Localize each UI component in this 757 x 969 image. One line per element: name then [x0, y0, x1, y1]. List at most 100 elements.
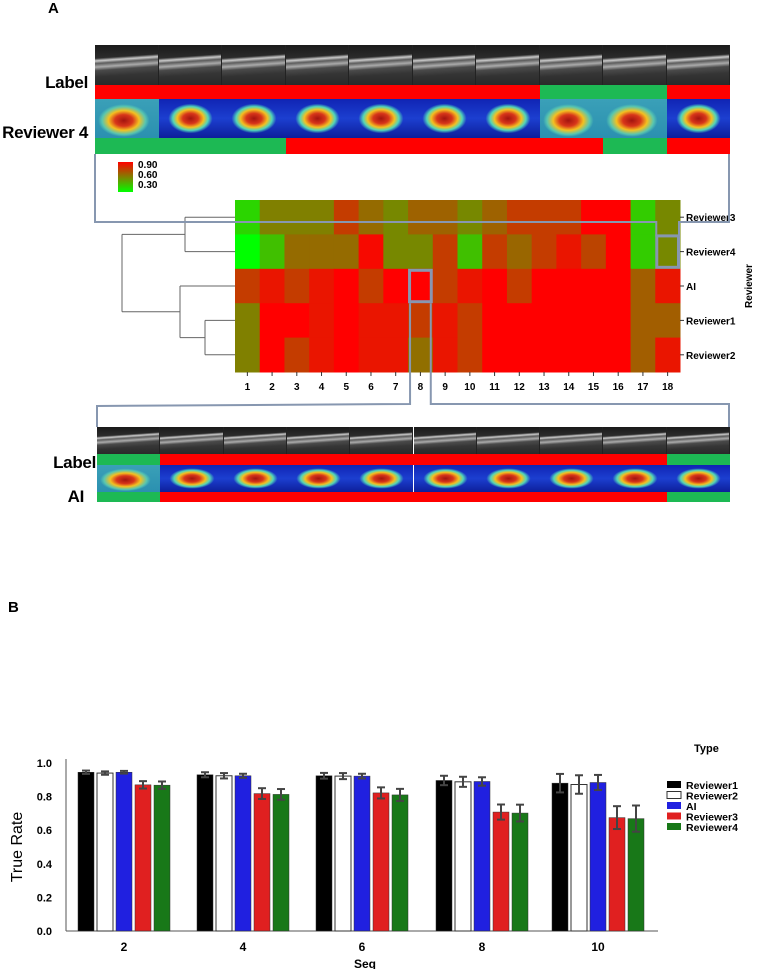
y-axis-title: True Rate [9, 812, 26, 883]
column-label: 14 [563, 382, 575, 393]
heatmap-cell [531, 200, 557, 235]
label-segment-green [666, 454, 731, 465]
heatmap-cell [630, 303, 656, 339]
heatmap-cell [581, 200, 607, 235]
heatmap-cell [235, 234, 261, 270]
legend-title: Type [694, 743, 719, 755]
legend-swatch [666, 791, 682, 799]
bar-reviewer4 [153, 784, 171, 932]
heatmap-cell [259, 303, 285, 339]
heatmap-cell [259, 268, 285, 304]
legend-swatch [667, 823, 681, 830]
column-label: 5 [343, 382, 349, 393]
row-label: Reviewer4 [686, 248, 736, 259]
oct-scan-image [476, 427, 541, 454]
legend-swatch [667, 781, 681, 788]
column-label: 12 [514, 382, 526, 393]
oct-scan-image [412, 45, 476, 85]
heatmap-cell [333, 337, 360, 373]
colorbar-label-mid: 0.60 [138, 170, 158, 181]
connector-line [678, 154, 730, 237]
label-segment-green [97, 492, 161, 502]
label-segment-red [285, 138, 350, 154]
heatmap-cell [556, 303, 582, 339]
panel-b-letter: B [8, 599, 19, 616]
heatmap-cell [457, 200, 483, 235]
top-reviewer-bar [95, 138, 731, 154]
bar-reviewer4 [272, 794, 290, 932]
heatmap-cell [556, 234, 582, 270]
label-segment-red [349, 85, 413, 99]
bar-ai [473, 781, 491, 932]
heatmap-cell [408, 200, 434, 235]
heatmap-cell [408, 337, 434, 373]
heatmap-cell [383, 337, 409, 373]
x-tick-label: 10 [591, 940, 605, 954]
legend-label: Reviewer3 [686, 812, 738, 824]
activation-heatmap-image [223, 465, 287, 492]
heatmap-cell [605, 234, 632, 270]
heatmap-cell [655, 200, 681, 235]
heatmap-cell [309, 200, 335, 235]
heatmap-cell [235, 303, 261, 339]
label-segment-red [350, 454, 414, 465]
oct-scan-image [603, 427, 667, 454]
activation-heatmap-image [413, 465, 477, 492]
heatmap-cell [432, 337, 458, 373]
activation-heatmap-image [97, 465, 161, 492]
heatmap-cell [506, 268, 533, 304]
panel-a-letter: A [48, 0, 59, 17]
bar-reviewer4 [391, 794, 409, 932]
colorbar [118, 162, 133, 192]
heatmap-cell [358, 268, 384, 304]
heatmap-cell [531, 234, 557, 270]
y-tick-label: 0.0 [37, 926, 52, 938]
heatmap-cell [655, 303, 681, 339]
oct-scan-image [95, 45, 159, 85]
heatmap-cell [581, 337, 607, 373]
column-label: 4 [319, 382, 325, 393]
row-label: Reviewer1 [686, 316, 736, 327]
heatmap-cell [482, 234, 508, 270]
x-tick-label: 4 [240, 940, 247, 954]
bar-reviewer3 [492, 811, 510, 932]
y-tick-label: 1.0 [37, 758, 52, 770]
heatmap-cell [655, 234, 681, 270]
label-segment-red [666, 85, 731, 99]
heatmap-cell [383, 200, 409, 235]
oct-scan-image [223, 427, 287, 454]
heatmap-cell [358, 234, 384, 270]
top-label-bar [95, 85, 731, 99]
legend-label: Reviewer1 [686, 780, 738, 792]
oct-scan-image [603, 45, 667, 85]
heatmap-cell [408, 268, 434, 304]
connector-line [96, 303, 412, 427]
x-tick-label: 6 [359, 940, 366, 954]
x-tick-label: 8 [479, 940, 486, 954]
column-label: 3 [294, 382, 300, 393]
label-segment-red [603, 492, 667, 502]
activation-heatmap-image [158, 99, 222, 138]
bottom-heatmap-image-row [97, 465, 730, 492]
label-segment-red [476, 85, 540, 99]
heatmap-cell [383, 268, 409, 304]
heatmap-cell [556, 200, 582, 235]
activation-heatmap-image [476, 99, 540, 138]
y-tick-label: 0.4 [37, 859, 53, 871]
top-reviewer-text: Reviewer 4 [2, 123, 88, 142]
heatmap-cell [506, 200, 533, 235]
bar-reviewer2 [454, 781, 472, 932]
heatmap-cell [531, 303, 557, 339]
legend-label: Reviewer2 [686, 791, 738, 803]
highlight-box [655, 234, 680, 269]
bar-reviewer2 [215, 775, 233, 932]
heatmap-cell [605, 303, 632, 339]
label-segment-red [285, 85, 350, 99]
y-tick-label: 0.6 [37, 825, 52, 837]
heatmap-cell [358, 337, 384, 373]
label-segment-red [476, 492, 541, 502]
column-label: 8 [418, 382, 424, 393]
oct-scan-image [349, 45, 413, 85]
y-tick-label: 0.2 [37, 892, 52, 904]
activation-heatmap-image [222, 99, 286, 138]
